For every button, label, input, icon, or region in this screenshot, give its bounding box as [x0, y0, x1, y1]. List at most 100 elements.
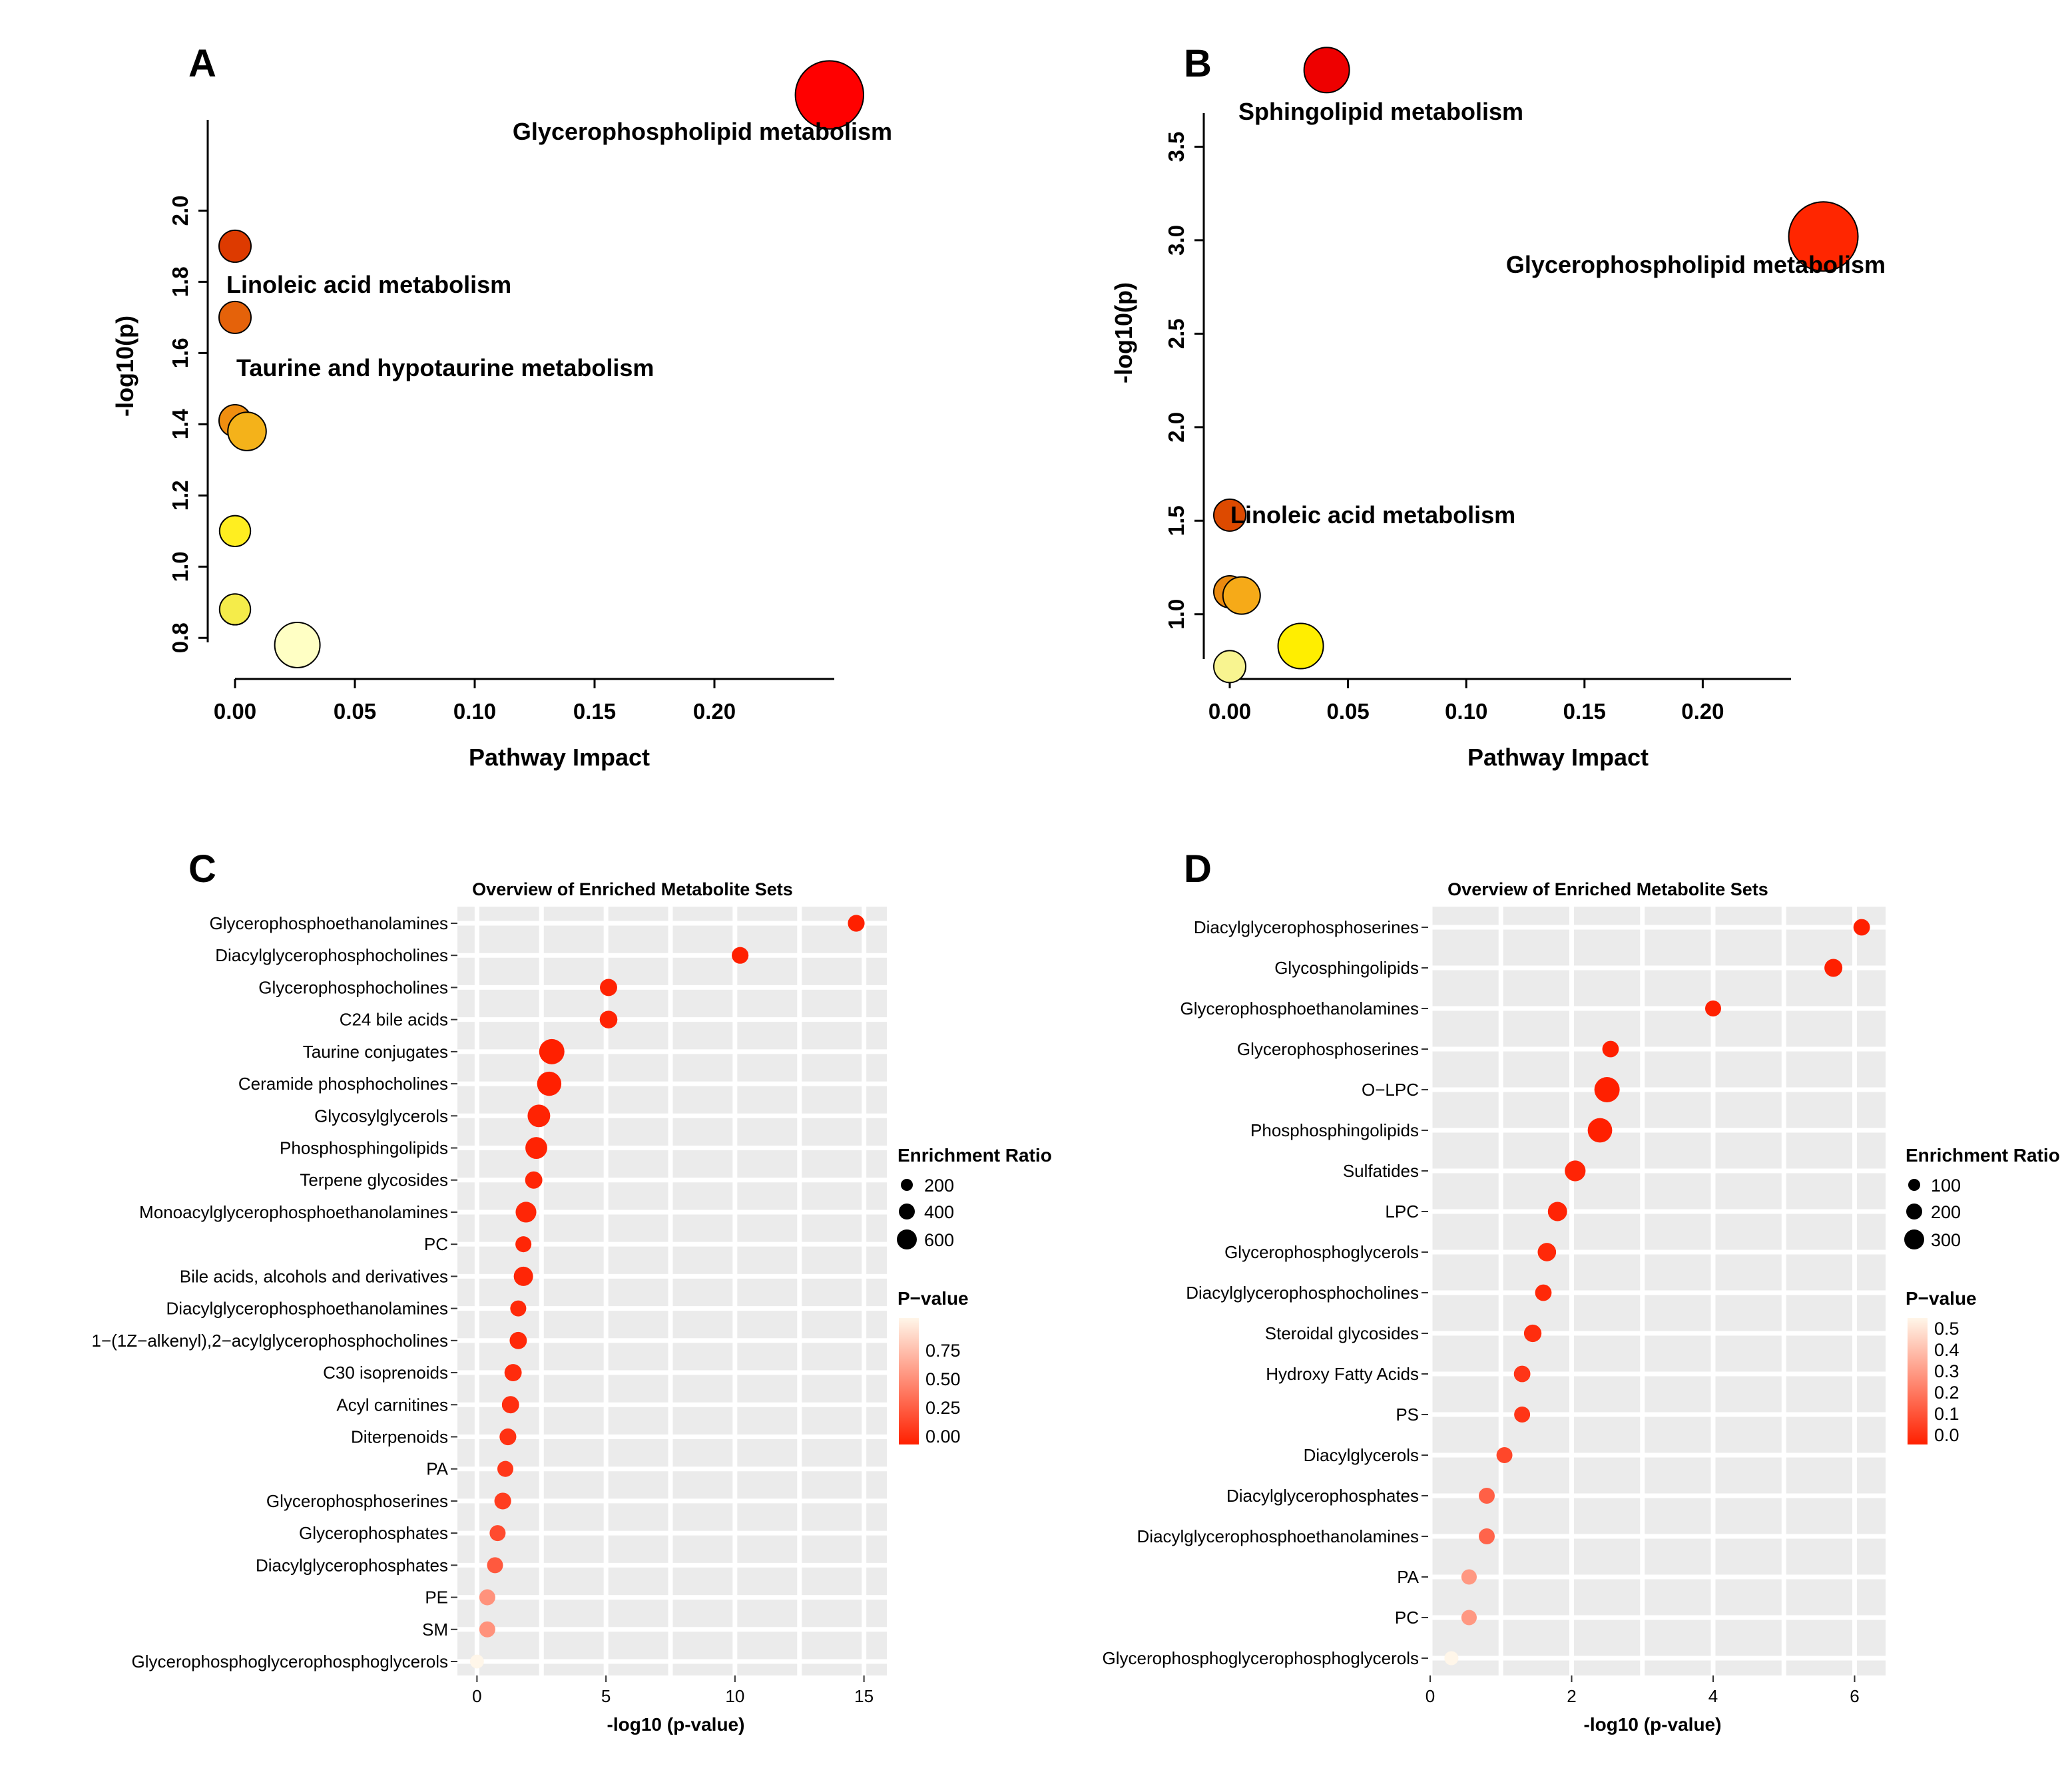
category-label: Acyl carnitines	[336, 1395, 448, 1415]
data-point	[1213, 650, 1246, 684]
y-tick-label: 1.6	[168, 337, 192, 368]
legend-color-title-d: P−value	[1906, 1288, 1977, 1309]
x-tick-label: 0.05	[334, 699, 376, 724]
x-tick-label: 0.05	[1326, 699, 1369, 724]
x-ticks-d: 0 2 4 6	[1425, 1675, 1860, 1706]
category-label: PC	[1395, 1608, 1419, 1628]
data-point	[501, 1396, 519, 1414]
panel-b: B Pathway Impact -log10(p) 1.0 1.5 2.0 2.5 3…	[1110, 42, 1886, 771]
y-axis-b: 1.0 1.5 2.0 2.5 3.0 3.5	[1164, 113, 1205, 659]
panel-d: D Overview of Enriched Metabolite Sets D…	[1102, 847, 2059, 1735]
category-label: Bile acids, alcohols and derivatives	[180, 1266, 448, 1286]
category-label: O−LPC	[1362, 1080, 1419, 1100]
category-label: Diacylglycerophosphocholines	[215, 945, 448, 965]
data-point	[504, 1364, 522, 1381]
category-label: C24 bile acids	[340, 1010, 448, 1030]
x-tick-label: 10	[725, 1686, 744, 1706]
y-tick-label: 1.5	[1164, 505, 1188, 536]
y-tick-label: 2.0	[1164, 412, 1188, 443]
category-labels-d: Diacylglycerophosphoserines Glycosphingol…	[1102, 917, 1419, 1668]
legend-color-label-d: 0.0	[1934, 1425, 1959, 1445]
data-point	[1479, 1528, 1495, 1544]
category-label: Glycerophosphoethanolamines	[1180, 998, 1419, 1018]
data-point	[1537, 1243, 1557, 1261]
legend-color-label-c: 0.25	[925, 1398, 961, 1418]
legend-color-label-c: 0.00	[925, 1427, 961, 1446]
category-label: Glycerophosphoserines	[1237, 1039, 1419, 1059]
x-tick-label: 0.15	[1563, 699, 1606, 724]
panel-label-a: A	[188, 42, 216, 85]
y-tick-label: 3.5	[1164, 131, 1188, 162]
category-label: PA	[1397, 1567, 1419, 1587]
data-point	[227, 411, 267, 451]
x-ticks-c: 0 5 10 15	[472, 1675, 874, 1706]
x-tick-label: 0	[1425, 1686, 1435, 1706]
category-label: LPC	[1385, 1202, 1419, 1221]
category-label: Diacylglycerophosphates	[1226, 1486, 1419, 1506]
category-label: Diterpenoids	[351, 1427, 448, 1446]
legend-size-title-c: Enrichment Ratio	[898, 1145, 1052, 1166]
y-tick-label: 1.4	[168, 409, 192, 440]
data-point	[469, 1654, 484, 1669]
data-point	[487, 1557, 503, 1574]
panel-a: A Pathway Impact -log10(p) 0.8 1.0 1.2 1.4 1…	[111, 42, 892, 771]
data-point	[1824, 959, 1843, 977]
data-point	[218, 300, 252, 334]
data-point	[1705, 1000, 1721, 1016]
chart-title-d: Overview of Enriched Metabolite Sets	[1447, 879, 1768, 899]
data-point	[515, 1236, 532, 1253]
category-label: Glycerophosphoserines	[266, 1491, 448, 1511]
x-axis-title-a: Pathway Impact	[469, 744, 650, 771]
data-point	[1479, 1488, 1495, 1504]
data-point	[1303, 47, 1350, 94]
data-point	[479, 1589, 495, 1606]
category-label: PC	[424, 1234, 448, 1254]
category-label: Phosphosphingolipids	[280, 1138, 448, 1158]
category-label: Glycerophosphocholines	[258, 977, 448, 997]
data-point	[1587, 1118, 1613, 1143]
category-label: Sulfatides	[1343, 1161, 1419, 1181]
legend-color-title-c: P−value	[898, 1288, 969, 1309]
x-tick-label: 0.20	[693, 699, 736, 724]
x-tick-label: 15	[854, 1686, 874, 1706]
y-axis-title-a: -log10(p)	[111, 316, 138, 417]
legend-color-label-d: 0.4	[1934, 1340, 1959, 1360]
legend-d: Enrichment Ratio 100 200 300 P−value 0.5…	[1904, 1145, 2060, 1445]
data-point	[794, 60, 865, 130]
label-glycerophospholipid-b: Glycerophospholipid metabolism	[1506, 251, 1886, 278]
category-label: Glycerophosphoglycerophosphoglycerols	[131, 1652, 448, 1671]
x-tick-label: 4	[1708, 1686, 1718, 1706]
points-d	[1444, 919, 1870, 1665]
points-a	[218, 60, 865, 668]
y-axis-title-b: -log10(p)	[1110, 282, 1137, 383]
category-label: Diacylglycerophosphoserines	[1194, 917, 1419, 937]
label-taurine-a: Taurine and hypotaurine metabolism	[236, 354, 654, 381]
legend-size-dot-d	[1908, 1179, 1920, 1191]
x-tick-label: 5	[601, 1686, 611, 1706]
data-point	[509, 1331, 527, 1349]
legend-size-label-d: 200	[1931, 1202, 1961, 1222]
legend-color-label-d: 0.5	[1934, 1319, 1959, 1339]
category-label: Diacylglycerols	[1304, 1445, 1419, 1465]
x-tick-label: 0.00	[1208, 699, 1251, 724]
points-b	[1213, 47, 1859, 684]
legend-color-label-d: 0.2	[1934, 1383, 1959, 1403]
category-label: Glycosphingolipids	[1274, 958, 1419, 978]
legend-size-label-d: 100	[1931, 1176, 1961, 1196]
data-point	[1461, 1610, 1477, 1626]
legend-size-dot-c	[901, 1179, 913, 1191]
data-point	[732, 947, 749, 964]
data-point	[1514, 1407, 1531, 1423]
legend-color-label-c: 0.50	[925, 1369, 961, 1389]
data-point	[1496, 1447, 1513, 1463]
category-label: C30 isoprenoids	[323, 1363, 448, 1383]
category-label: Taurine conjugates	[303, 1042, 448, 1062]
data-point	[1547, 1202, 1567, 1221]
x-tick-label: 0.10	[1445, 699, 1487, 724]
y-tick-label: 3.0	[1164, 225, 1188, 256]
y-axis-a: 0.8 1.0 1.2 1.4 1.6 1.8 2.0	[168, 120, 209, 653]
legend-size-dot-d	[1904, 1229, 1924, 1249]
data-point	[218, 593, 252, 626]
legend-size-label-c: 400	[924, 1202, 954, 1222]
